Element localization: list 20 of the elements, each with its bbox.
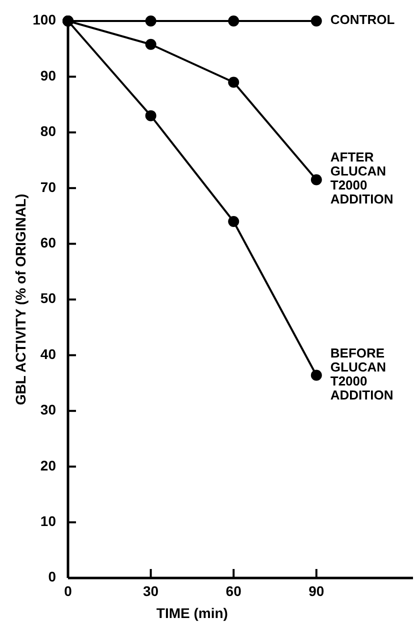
y-tick-label: 30 bbox=[40, 402, 56, 418]
series-label: AFTER GLUCAN T2000 ADDITION bbox=[330, 150, 394, 208]
y-tick-label: 20 bbox=[40, 457, 56, 474]
x-tick-label: 60 bbox=[226, 583, 242, 599]
x-tick-label: 0 bbox=[64, 583, 72, 599]
y-axis-title: GBL ACTIVITY (% of ORIGINAL) bbox=[12, 194, 29, 406]
x-axis-title: TIME (min) bbox=[156, 605, 228, 621]
y-tick-label: 80 bbox=[40, 123, 56, 140]
y-tick-label: 90 bbox=[40, 67, 56, 84]
x-tick-label: 90 bbox=[308, 583, 324, 599]
y-tick-label: 50 bbox=[40, 290, 56, 306]
y-tick-label: 100 bbox=[32, 12, 56, 28]
y-tick-label: 10 bbox=[40, 513, 56, 530]
series-label: BEFORE GLUCAN T2000 ADDITION bbox=[330, 346, 394, 403]
y-tick-label: 0 bbox=[48, 568, 56, 585]
series-label: CONTROL bbox=[330, 12, 395, 28]
y-tick-label: 60 bbox=[40, 234, 56, 251]
y-tick-label: 70 bbox=[40, 178, 56, 195]
y-tick-label: 40 bbox=[40, 346, 56, 362]
x-tick-label: 30 bbox=[143, 583, 159, 599]
